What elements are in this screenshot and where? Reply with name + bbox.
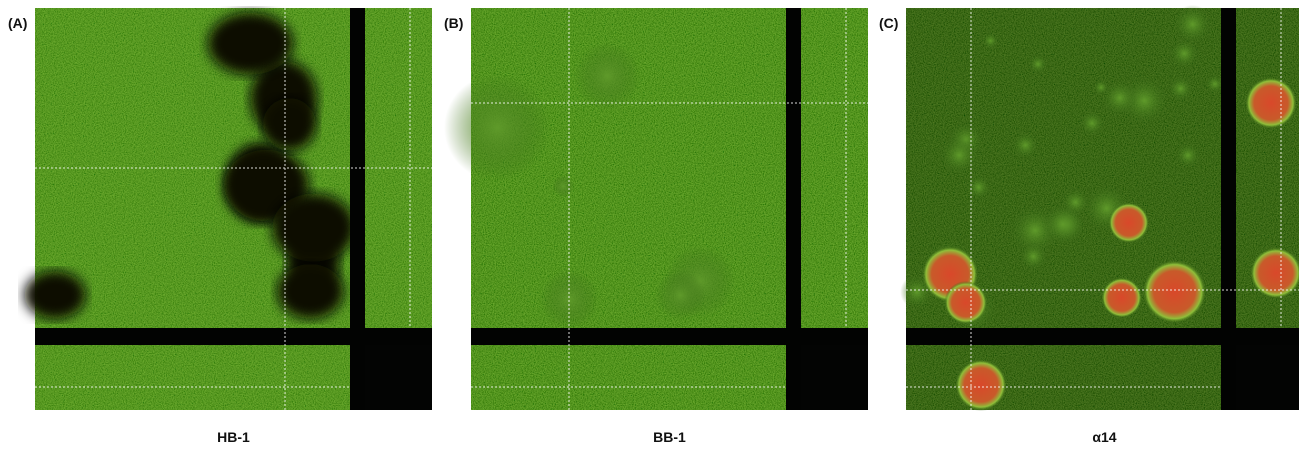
panel-caption: α14	[1092, 429, 1116, 445]
image-panel: (B) BB-1	[444, 8, 868, 445]
image-panel: (C) α14	[879, 5, 1299, 445]
texture	[906, 345, 1221, 410]
dark-region	[263, 98, 316, 151]
figure: (A) HB-1 (B) BB-1 (C) α14	[0, 0, 1299, 449]
texture	[35, 345, 350, 410]
green-cluster	[967, 175, 991, 199]
green-cluster	[1176, 143, 1200, 167]
green-cluster	[1019, 242, 1047, 270]
green-cluster	[1173, 5, 1212, 44]
dark-region	[24, 271, 85, 319]
image-panel: (A) HB-1	[8, 8, 432, 445]
texture	[801, 8, 868, 328]
corner	[801, 345, 868, 410]
separator	[1221, 8, 1236, 410]
green-cluster	[1102, 80, 1138, 116]
green-cluster	[1041, 203, 1084, 246]
separator	[35, 328, 432, 345]
dark-region	[277, 264, 343, 319]
dark-region	[208, 13, 293, 75]
corner	[1236, 345, 1299, 410]
panel-label: (B)	[444, 15, 463, 31]
colony	[1101, 277, 1142, 318]
green-cluster	[1029, 55, 1048, 74]
colony	[1245, 77, 1297, 129]
panel-label: (C)	[879, 15, 898, 31]
separator	[906, 328, 1299, 345]
colony	[944, 281, 987, 324]
green-cluster	[552, 175, 574, 197]
green-cluster	[1168, 76, 1193, 101]
green-cluster	[540, 270, 599, 329]
green-cluster	[655, 270, 705, 320]
separator	[786, 8, 801, 410]
dark-region	[272, 193, 355, 261]
separator	[471, 328, 868, 345]
green-cluster	[574, 42, 641, 109]
colony	[1143, 260, 1207, 324]
separator	[350, 8, 365, 410]
panel-caption: HB-1	[217, 429, 250, 445]
green-cluster	[982, 33, 998, 49]
green-cluster	[444, 74, 551, 181]
colony	[1108, 202, 1149, 243]
green-cluster	[940, 136, 979, 175]
panel-label: (A)	[8, 15, 27, 31]
green-cluster	[1080, 111, 1105, 136]
corner	[365, 345, 432, 410]
green-cluster	[1012, 132, 1038, 158]
colony	[955, 359, 1007, 411]
panels: (A) HB-1 (B) BB-1 (C) α14	[8, 5, 1299, 445]
panel-caption: BB-1	[653, 429, 686, 445]
texture	[471, 345, 786, 410]
